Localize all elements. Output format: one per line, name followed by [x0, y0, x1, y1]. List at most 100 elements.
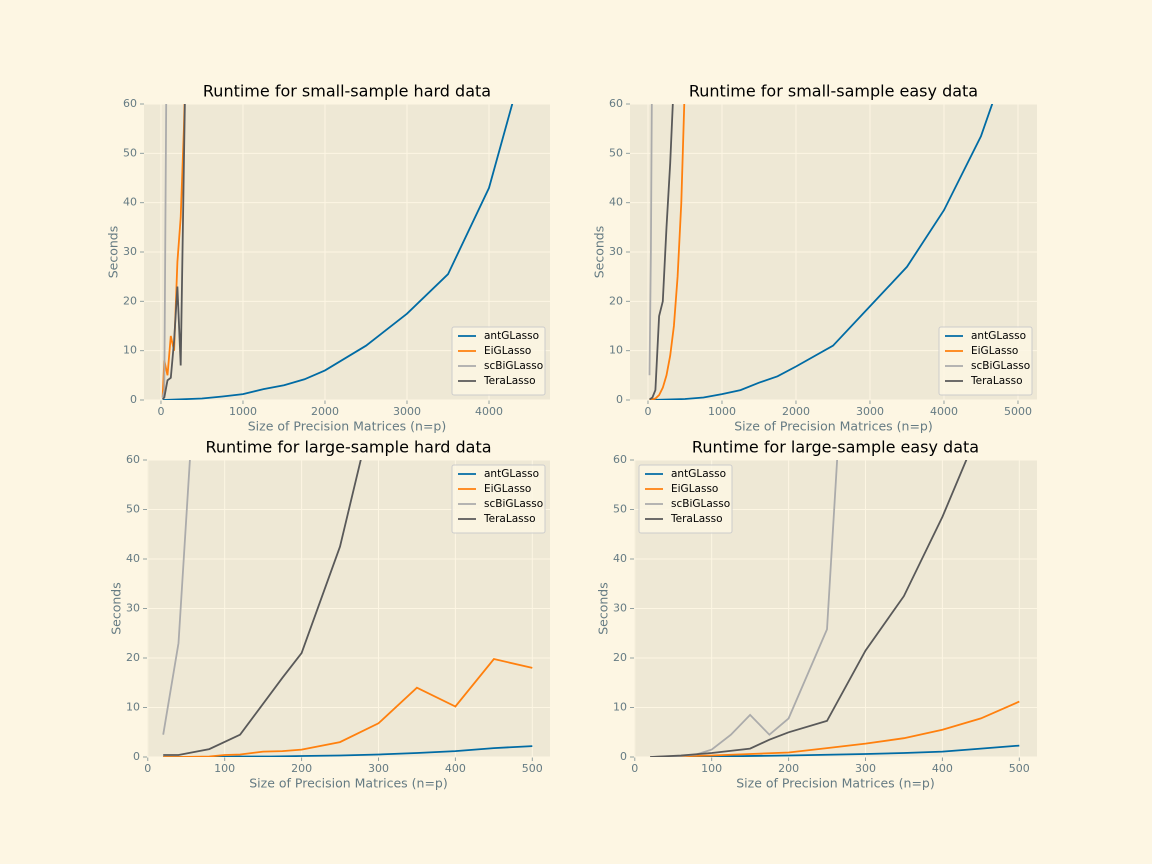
- x-tick-label: 3000: [856, 405, 884, 418]
- y-tick-label: 50: [613, 503, 627, 516]
- x-tick-label: 400: [445, 762, 466, 775]
- x-tick-label: 100: [214, 762, 235, 775]
- y-tick-label: 0: [620, 750, 627, 763]
- y-tick-label: 60: [126, 453, 140, 466]
- line-series: [650, 744, 1020, 757]
- series-group: [162, 460, 533, 757]
- x-tick-label: 3000: [393, 405, 421, 418]
- y-axis-label: Seconds: [592, 226, 607, 279]
- y-tick-label: 40: [126, 552, 140, 565]
- x-axis-label: Size of Precision Matrices (n=p): [736, 776, 935, 791]
- y-tick-label: 10: [126, 701, 140, 714]
- x-tick-label: 400: [932, 762, 953, 775]
- y-tick-label: 20: [126, 651, 140, 664]
- y-axis-label: Seconds: [596, 582, 611, 635]
- y-tick-label: 10: [613, 701, 627, 714]
- legend-label: scBiGLasso: [671, 498, 730, 510]
- line-series: [163, 657, 533, 757]
- x-tick-label: 500: [1009, 762, 1030, 775]
- y-tick-label: 0: [133, 750, 140, 763]
- x-tick-label: 4000: [930, 405, 958, 418]
- x-tick-label: 300: [855, 762, 876, 775]
- legend-label: TeraLasso: [970, 375, 1023, 387]
- x-tick-label: 200: [291, 762, 312, 775]
- x-tick-label: 0: [644, 405, 651, 418]
- line-series: [163, 745, 533, 757]
- legend-label: scBiGLasso: [484, 498, 543, 510]
- legend-label: TeraLasso: [483, 375, 536, 387]
- chart-title: Runtime for small-sample easy data: [689, 82, 978, 101]
- legend-label: antGLasso: [971, 330, 1026, 342]
- series-group: [648, 104, 994, 400]
- line-series: [163, 460, 362, 756]
- line-series: [162, 104, 186, 400]
- line-series: [649, 104, 686, 400]
- y-tick-label: 60: [613, 453, 627, 466]
- x-tick-label: 1000: [708, 405, 736, 418]
- x-tick-label: 300: [368, 762, 389, 775]
- legend-label: scBiGLasso: [971, 360, 1030, 372]
- legend-label: antGLasso: [484, 330, 539, 342]
- legend-label: TeraLasso: [670, 513, 723, 525]
- legend-box: [451, 464, 546, 534]
- legend-label: EiGLasso: [671, 483, 718, 495]
- chart-title: Runtime for large-sample hard data: [205, 438, 491, 457]
- legend-box: [451, 326, 546, 396]
- y-tick-label: 30: [126, 602, 140, 615]
- line-series: [648, 104, 653, 376]
- legend-label: scBiGLasso: [484, 360, 543, 372]
- x-tick-label: 0: [157, 405, 164, 418]
- line-series: [650, 460, 968, 757]
- legend-label: antGLasso: [484, 468, 539, 480]
- y-tick-label: 10: [609, 344, 623, 357]
- series-group: [650, 460, 1020, 757]
- y-axis-label: Seconds: [109, 582, 124, 635]
- x-tick-label: 2000: [311, 405, 339, 418]
- legend-label: EiGLasso: [971, 345, 1018, 357]
- chart-title: Runtime for small-sample hard data: [203, 82, 491, 101]
- y-tick-label: 10: [123, 344, 137, 357]
- y-axis-label: Seconds: [106, 226, 121, 279]
- series-group: [161, 104, 514, 400]
- x-axis-label: Size of Precision Matrices (n=p): [734, 419, 933, 434]
- legend-box: [938, 326, 1033, 396]
- y-tick-label: 60: [123, 97, 137, 110]
- y-tick-label: 30: [609, 245, 623, 258]
- line-series: [650, 700, 1020, 757]
- legend-label: EiGLasso: [484, 483, 531, 495]
- x-tick-label: 5000: [1004, 405, 1032, 418]
- legend-label: EiGLasso: [484, 345, 531, 357]
- line-series: [162, 460, 191, 735]
- y-tick-label: 40: [609, 196, 623, 209]
- line-series: [161, 104, 168, 398]
- x-axis-label: Size of Precision Matrices (n=p): [248, 419, 447, 434]
- y-tick-label: 50: [123, 146, 137, 159]
- y-tick-label: 30: [123, 245, 137, 258]
- x-tick-label: 100: [701, 762, 722, 775]
- y-tick-label: 0: [130, 393, 137, 406]
- x-tick-label: 0: [144, 762, 151, 775]
- y-tick-label: 30: [613, 602, 627, 615]
- legend-box: [638, 464, 733, 534]
- chart-title: Runtime for large-sample easy data: [692, 438, 979, 457]
- y-tick-label: 0: [616, 393, 623, 406]
- legend-label: antGLasso: [671, 468, 726, 480]
- x-tick-label: 2000: [782, 405, 810, 418]
- y-tick-label: 60: [609, 97, 623, 110]
- y-tick-label: 40: [123, 196, 137, 209]
- y-tick-label: 40: [613, 552, 627, 565]
- x-tick-label: 200: [778, 762, 799, 775]
- y-tick-label: 50: [609, 146, 623, 159]
- y-tick-label: 20: [613, 651, 627, 664]
- line-series: [649, 104, 994, 400]
- x-tick-label: 1000: [229, 405, 257, 418]
- y-tick-label: 20: [609, 294, 623, 307]
- x-tick-label: 0: [631, 762, 638, 775]
- line-series: [162, 104, 514, 400]
- x-axis-label: Size of Precision Matrices (n=p): [249, 776, 448, 791]
- x-tick-label: 500: [522, 762, 543, 775]
- x-tick-label: 4000: [475, 405, 503, 418]
- y-tick-label: 50: [126, 503, 140, 516]
- legend-label: TeraLasso: [483, 513, 536, 525]
